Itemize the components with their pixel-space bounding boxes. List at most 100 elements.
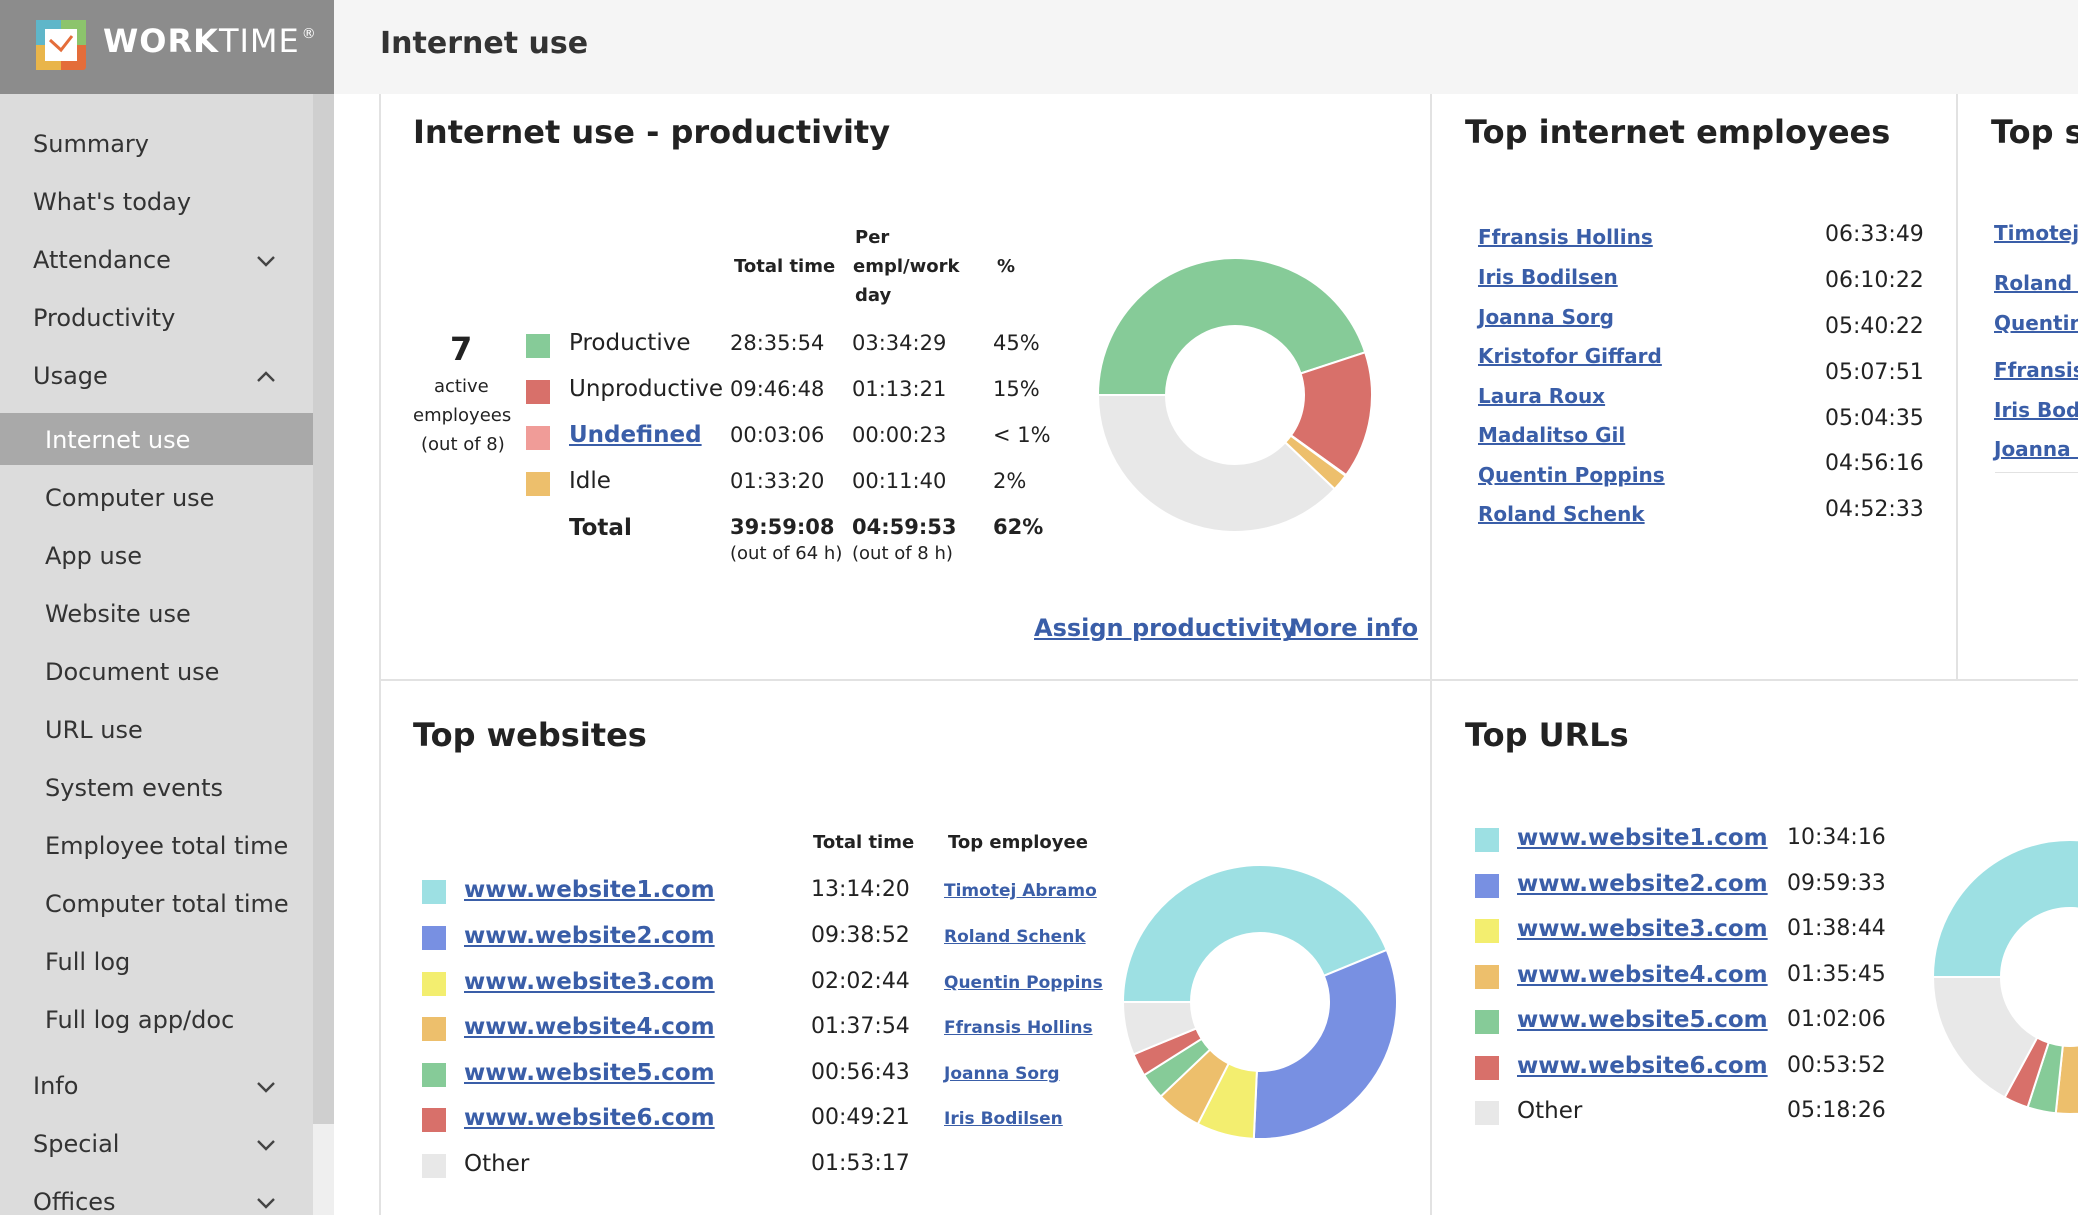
website-link[interactable]: www.website3.com: [464, 969, 715, 995]
more-info-link[interactable]: More info: [1289, 614, 1419, 642]
employee-link[interactable]: Madalitso Gil: [1478, 423, 1626, 447]
active-employee-label: active: [434, 376, 489, 397]
legend-swatch: [526, 426, 550, 450]
top-employee-link[interactable]: Iris Bodilsen: [944, 1109, 1063, 1129]
legend-swatch: [1475, 874, 1499, 898]
sidebar-item-label: URL use: [45, 716, 143, 744]
sidebar-item-label: Summary: [33, 130, 149, 158]
sidebar-item-label: App use: [45, 542, 142, 570]
sidebar-item-label: Special: [33, 1130, 120, 1158]
sidebar-item-productivity[interactable]: Productivity: [0, 291, 313, 343]
column-header-per-day: day: [855, 285, 892, 306]
url-link[interactable]: www.website2.com: [1517, 871, 1768, 897]
sidebar-scrollbar-thumb[interactable]: [313, 94, 334, 1124]
top-employee-link[interactable]: Timotej Abramo: [944, 881, 1097, 901]
chevron-down-icon[interactable]: [256, 1191, 276, 1211]
total-time-sub: (out of 64 h): [730, 543, 843, 564]
top-employee-link[interactable]: Joanna Sorg: [944, 1064, 1060, 1084]
sidebar-item-computer-use[interactable]: Computer use: [0, 471, 313, 523]
employee-link[interactable]: Joanna S: [1994, 437, 2078, 461]
website-link[interactable]: www.website2.com: [464, 923, 715, 949]
sidebar-item-info[interactable]: Info: [0, 1059, 313, 1111]
chevron-down-icon[interactable]: [256, 249, 276, 269]
sidebar-item-attendance[interactable]: Attendance: [0, 233, 313, 285]
sidebar-item-app-use[interactable]: App use: [0, 529, 313, 581]
url-link[interactable]: www.website1.com: [1517, 825, 1768, 851]
url-link[interactable]: www.website4.com: [1517, 962, 1768, 988]
total-label: Total: [569, 515, 632, 541]
top-employee-link[interactable]: Ffransis Hollins: [944, 1018, 1093, 1038]
assign-productivity-link[interactable]: Assign productivity: [1034, 614, 1297, 642]
url-link[interactable]: www.website6.com: [1517, 1053, 1768, 1079]
chevron-down-icon[interactable]: [256, 1133, 276, 1153]
employee-link[interactable]: Quentin Poppins: [1478, 463, 1665, 487]
employee-link[interactable]: Kristofor Giffard: [1478, 344, 1662, 368]
employee-link[interactable]: Laura Roux: [1478, 384, 1606, 408]
list-divider: [1995, 472, 2078, 473]
percent-value: 15%: [993, 377, 1040, 401]
website-link[interactable]: www.website5.com: [464, 1060, 715, 1086]
sidebar-item-computer-total-time[interactable]: Computer total time: [0, 877, 313, 929]
url-link[interactable]: www.website5.com: [1517, 1007, 1768, 1033]
top-employee-link[interactable]: Roland Schenk: [944, 927, 1086, 947]
sidebar-item-internet-use[interactable]: Internet use: [0, 413, 313, 465]
total-time-value: 00:03:06: [730, 423, 825, 447]
employee-link[interactable]: Ffransis Hollins: [1478, 225, 1653, 249]
employee-link[interactable]: Iris Bodi: [1994, 398, 2078, 422]
per-day-value: 01:13:21: [852, 377, 947, 401]
panel-title: Top URLs: [1465, 716, 1629, 754]
legend-swatch: [422, 1108, 446, 1132]
sidebar-item-url-use[interactable]: URL use: [0, 703, 313, 755]
employee-link[interactable]: Quentin: [1994, 311, 2078, 335]
sidebar-item-label: Computer use: [45, 484, 215, 512]
sidebar-item-label: Employee total time: [45, 832, 289, 860]
sidebar-item-full-log[interactable]: Full log: [0, 935, 313, 987]
employee-time: 05:04:35: [1825, 406, 1924, 431]
sidebar-item-usage[interactable]: Usage: [0, 349, 313, 401]
per-day-value: 03:34:29: [852, 331, 947, 355]
total-time-value: 01:33:20: [730, 469, 825, 493]
productivity-donut-chart: [1096, 257, 1373, 533]
total-time-value: 39:59:08: [730, 515, 835, 539]
legend-swatch: [1475, 965, 1499, 989]
sidebar-item-document-use[interactable]: Document use: [0, 645, 313, 697]
employee-link[interactable]: Roland S: [1994, 271, 2078, 295]
column-header-per-day: Per: [855, 227, 890, 248]
sidebar-item-summary[interactable]: Summary: [0, 117, 313, 169]
worktime-logo-icon: [36, 20, 86, 70]
chevron-up-icon[interactable]: [256, 365, 276, 385]
undefined-link[interactable]: Undefined: [569, 422, 702, 448]
url-time: 00:53:52: [1787, 1053, 1886, 1078]
url-link[interactable]: www.website3.com: [1517, 916, 1768, 942]
sidebar-item-full-log-app-doc[interactable]: Full log app/doc: [0, 993, 313, 1045]
column-header-percent: %: [997, 256, 1016, 277]
donut-slice-www-website1-com: [1121, 864, 1389, 1003]
sidebar-item-system-events[interactable]: System events: [0, 761, 313, 813]
legend-swatch: [422, 1154, 446, 1178]
chevron-down-icon[interactable]: [256, 1075, 276, 1095]
website-link[interactable]: www.website1.com: [464, 877, 715, 903]
sidebar-item-label: Info: [33, 1072, 79, 1100]
employee-link[interactable]: Joanna Sorg: [1478, 305, 1614, 329]
sidebar-item-employee-total-time[interactable]: Employee total time: [0, 819, 313, 871]
employee-link[interactable]: Roland Schenk: [1478, 502, 1645, 526]
sidebar-item-what-s-today[interactable]: What's today: [0, 175, 313, 227]
employee-link[interactable]: Iris Bodilsen: [1478, 265, 1618, 289]
website-link[interactable]: www.website6.com: [464, 1105, 715, 1131]
panel-divider: [379, 94, 381, 1215]
active-employee-label: (out of 8): [421, 434, 505, 455]
employee-link[interactable]: Timotej A: [1994, 221, 2078, 245]
sidebar-item-offices[interactable]: Offices: [0, 1175, 313, 1215]
employee-link[interactable]: Ffransis: [1994, 358, 2078, 382]
sidebar-item-website-use[interactable]: Website use: [0, 587, 313, 639]
sidebar-item-label: Internet use: [45, 426, 191, 454]
percent-value: 45%: [993, 331, 1040, 355]
employee-time: 05:40:22: [1825, 314, 1924, 339]
top-employee-link[interactable]: Quentin Poppins: [944, 973, 1103, 993]
legend-swatch: [526, 472, 550, 496]
website-time: 00:49:21: [811, 1105, 910, 1130]
legend-swatch: [1475, 1101, 1499, 1125]
legend-swatch: [422, 880, 446, 904]
sidebar-item-special[interactable]: Special: [0, 1117, 313, 1169]
website-link[interactable]: www.website4.com: [464, 1014, 715, 1040]
